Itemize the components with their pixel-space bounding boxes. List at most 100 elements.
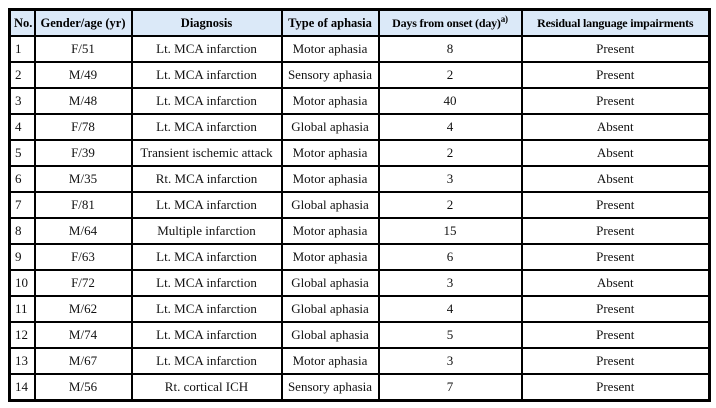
table-row: 7 F/81 Lt. MCA infarction Global aphasia 2 Pr…: [8, 191, 711, 219]
cell-no: 6: [8, 165, 36, 193]
cell-days_from_onset: 40: [377, 87, 523, 115]
cell-aphasia_type: Global aphasia: [280, 321, 380, 349]
cell-no: 4: [8, 113, 36, 141]
cell-diagnosis: Lt. MCA infarction: [130, 295, 283, 323]
cell-aphasia_type: Motor aphasia: [280, 139, 380, 167]
cell-aphasia_type: Global aphasia: [280, 295, 380, 323]
cell-days_from_onset: 2: [377, 139, 523, 167]
col-header-no: No.: [8, 8, 36, 37]
cell-diagnosis: Lt. MCA infarction: [130, 347, 283, 375]
cell-diagnosis: Lt. MCA infarction: [130, 61, 283, 89]
cell-diagnosis: Lt. MCA infarction: [130, 87, 283, 115]
cell-no: 12: [8, 321, 36, 349]
cell-diagnosis: Lt. MCA infarction: [130, 191, 283, 219]
cell-days_from_onset: 8: [377, 35, 523, 63]
cell-days_from_onset: 2: [377, 61, 523, 89]
cell-residual: Present: [520, 347, 711, 375]
cell-residual: Present: [520, 217, 711, 245]
cell-aphasia_type: Motor aphasia: [280, 165, 380, 193]
cell-days_from_onset: 3: [377, 165, 523, 193]
cell-no: 11: [8, 295, 36, 323]
cell-diagnosis: Lt. MCA infarction: [130, 321, 283, 349]
cell-aphasia_type: Motor aphasia: [280, 347, 380, 375]
cell-gender_age: M/64: [33, 217, 133, 245]
table-row: 13 M/67 Lt. MCA infarction Motor aphasia 3 Pr…: [8, 347, 711, 375]
cell-aphasia_type: Motor aphasia: [280, 87, 380, 115]
col-header-residual-label: Residual language impairments: [537, 16, 694, 30]
col-header-aphasia-type-label: Type of aphasia: [288, 16, 372, 30]
cell-residual: Absent: [520, 139, 711, 167]
cell-gender_age: F/39: [33, 139, 133, 167]
col-header-gender-age: Gender/age (yr): [33, 8, 133, 37]
cell-days_from_onset: 4: [377, 113, 523, 141]
cell-aphasia_type: Motor aphasia: [280, 35, 380, 63]
cell-diagnosis: Lt. MCA infarction: [130, 243, 283, 271]
footnote-marker: a): [500, 14, 508, 24]
table-row: 14 M/56 Rt. cortical ICH Sensory aphasia 7 Pr…: [8, 373, 711, 402]
cell-aphasia_type: Global aphasia: [280, 269, 380, 297]
table-row: 3 M/48 Lt. MCA infarction Motor aphasia 40 Pr…: [8, 87, 711, 115]
cell-aphasia_type: Motor aphasia: [280, 243, 380, 271]
col-header-residual: Residual language impairments: [520, 8, 711, 37]
patients-table: No. Gender/age (yr) Diagnosis Type of ap…: [8, 8, 711, 402]
cell-days_from_onset: 3: [377, 269, 523, 297]
table-row: 6 M/35 Rt. MCA infarction Motor aphasia 3 Abs…: [8, 165, 711, 193]
table-row: 11 M/62 Lt. MCA infarction Global aphasia 4 P…: [8, 295, 711, 323]
cell-gender_age: M/74: [33, 321, 133, 349]
cell-no: 2: [8, 61, 36, 89]
cell-residual: Absent: [520, 269, 711, 297]
cell-days_from_onset: 3: [377, 347, 523, 375]
table-row: 2 M/49 Lt. MCA infarction Sensory aphasia 2 P…: [8, 61, 711, 89]
cell-no: 1: [8, 35, 36, 63]
patients-table-container: No. Gender/age (yr) Diagnosis Type of ap…: [8, 8, 711, 402]
table-row: 1 F/51 Lt. MCA infarction Motor aphasia 8 Pre…: [8, 35, 711, 63]
cell-aphasia_type: Sensory aphasia: [280, 373, 380, 402]
col-header-gender-age-label: Gender/age (yr): [40, 16, 126, 30]
cell-no: 14: [8, 373, 36, 402]
cell-no: 9: [8, 243, 36, 271]
table-row: 10 F/72 Lt. MCA infarction Global aphasia 3 A…: [8, 269, 711, 297]
cell-days_from_onset: 5: [377, 321, 523, 349]
cell-days_from_onset: 4: [377, 295, 523, 323]
cell-no: 10: [8, 269, 36, 297]
table-row: 5 F/39 Transient ischemic attack Motor apha…: [8, 139, 711, 167]
table-row: 8 M/64 Multiple infarction Motor aphasia 15 P…: [8, 217, 711, 245]
cell-residual: Absent: [520, 165, 711, 193]
cell-aphasia_type: Sensory aphasia: [280, 61, 380, 89]
cell-aphasia_type: Motor aphasia: [280, 217, 380, 245]
cell-residual: Absent: [520, 113, 711, 141]
cell-diagnosis: Rt. cortical ICH: [130, 373, 283, 402]
cell-gender_age: F/51: [33, 35, 133, 63]
cell-aphasia_type: Global aphasia: [280, 191, 380, 219]
cell-residual: Present: [520, 61, 711, 89]
cell-no: 3: [8, 87, 36, 115]
cell-residual: Present: [520, 243, 711, 271]
cell-no: 13: [8, 347, 36, 375]
cell-gender_age: F/72: [33, 269, 133, 297]
table-body: 1 F/51 Lt. MCA infarction Motor aphasia 8 Pre…: [8, 35, 711, 402]
cell-residual: Present: [520, 373, 711, 402]
cell-days_from_onset: 2: [377, 191, 523, 219]
cell-diagnosis: Rt. MCA infarction: [130, 165, 283, 193]
cell-aphasia_type: Global aphasia: [280, 113, 380, 141]
cell-diagnosis: Multiple infarction: [130, 217, 283, 245]
cell-no: 5: [8, 139, 36, 167]
cell-gender_age: F/63: [33, 243, 133, 271]
col-header-aphasia-type: Type of aphasia: [280, 8, 380, 37]
table-row: 9 F/63 Lt. MCA infarction Motor aphasia 6 Pre…: [8, 243, 711, 271]
cell-gender_age: M/35: [33, 165, 133, 193]
table-row: 12 M/74 Lt. MCA infarction Global aphasia 5 P…: [8, 321, 711, 349]
cell-days_from_onset: 7: [377, 373, 523, 402]
col-header-diagnosis-label: Diagnosis: [180, 16, 233, 30]
table-row: 4 F/78 Lt. MCA infarction Global aphasia 4 Ab…: [8, 113, 711, 141]
cell-diagnosis: Lt. MCA infarction: [130, 269, 283, 297]
cell-gender_age: M/48: [33, 87, 133, 115]
cell-residual: Present: [520, 35, 711, 63]
cell-gender_age: M/56: [33, 373, 133, 402]
cell-no: 7: [8, 191, 36, 219]
cell-gender_age: F/81: [33, 191, 133, 219]
cell-residual: Present: [520, 87, 711, 115]
col-header-no-label: No.: [14, 16, 33, 30]
cell-residual: Present: [520, 295, 711, 323]
col-header-diagnosis: Diagnosis: [130, 8, 283, 37]
